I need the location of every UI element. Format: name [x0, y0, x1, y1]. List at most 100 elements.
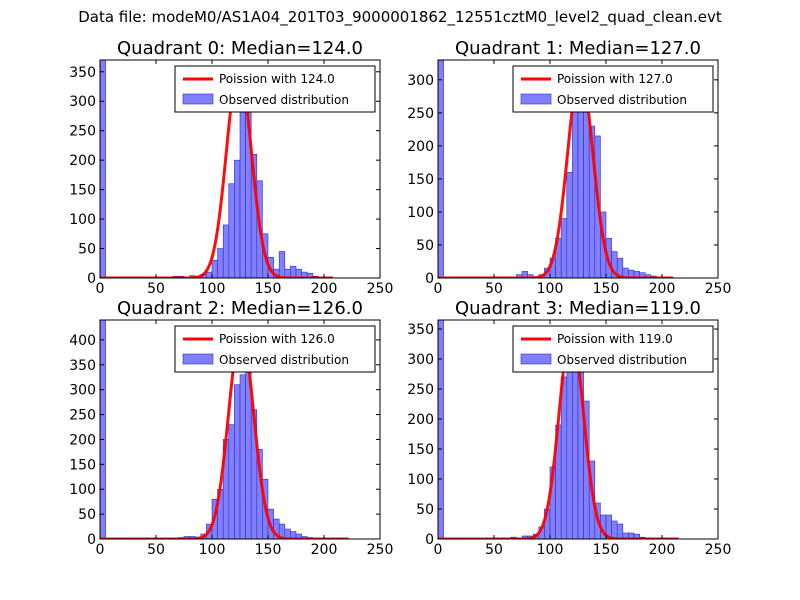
- histogram-bar: [572, 92, 579, 278]
- quadrant-2-title: Quadrant 2: Median=126.0: [117, 298, 363, 319]
- y-tick-label: 50: [78, 242, 96, 258]
- histogram-bar: [239, 374, 246, 539]
- x-tick-label: 200: [649, 281, 676, 297]
- y-tick-label: 0: [425, 532, 434, 548]
- x-tick-label: 50: [147, 281, 165, 297]
- legend-curve-label: Poission with 127.0: [557, 72, 673, 86]
- quadrant-2-panel: 0 50 100 150 200 250 0 50 100 150 200 250 300 350 400 Q…: [69, 298, 393, 558]
- histogram-bar: [239, 106, 246, 278]
- legend-bars-label: Observed distribution: [557, 353, 687, 367]
- legend-curve-label: Poission with 126.0: [219, 332, 335, 346]
- histogram-bar: [438, 60, 444, 278]
- histogram-bar: [577, 86, 584, 278]
- legend-box: [174, 65, 376, 113]
- legend: Poission with 126.0 Observed distribution: [174, 325, 376, 373]
- x-tick-label: 250: [705, 542, 732, 558]
- y-tick-label: 300: [407, 73, 434, 89]
- histogram-bar: [290, 265, 297, 278]
- histogram-bar: [206, 271, 213, 278]
- x-tick-label: 100: [199, 542, 226, 558]
- y-tick-label: 400: [69, 333, 96, 349]
- quadrant-3-title: Quadrant 3: Median=119.0: [455, 298, 701, 319]
- histogram-bar: [633, 533, 640, 539]
- x-tick-label: 150: [593, 281, 620, 297]
- y-tick-label: 250: [69, 408, 96, 424]
- y-tick-label: 350: [407, 322, 434, 338]
- axes-frame: [99, 319, 381, 540]
- histogram-bar: [228, 183, 235, 278]
- x-tick-label: 0: [434, 542, 443, 558]
- y-tick-label: 350: [69, 358, 96, 374]
- legend-bars-label: Observed distribution: [557, 93, 687, 107]
- quadrant-3-data: [438, 320, 680, 539]
- y-tick-label: 100: [407, 205, 434, 221]
- x-tick-label: 100: [537, 542, 564, 558]
- x-tick-label: 0: [96, 281, 105, 297]
- x-tick-label: 200: [649, 542, 676, 558]
- y-tick-label: 50: [416, 238, 434, 254]
- legend-box: [512, 65, 714, 113]
- quadrant-1-panel: 0 50 100 150 200 250 0 50 100 150 200 250 300 Quadran…: [407, 38, 731, 297]
- y-tick-label: 0: [87, 532, 96, 548]
- histogram-bar: [278, 251, 286, 278]
- axes-frame: [437, 319, 719, 540]
- legend-bar-swatch: [182, 93, 214, 105]
- histogram-bar: [234, 159, 241, 278]
- x-tick-label: 150: [255, 281, 282, 297]
- x-tick-label: 200: [311, 542, 338, 558]
- y-tick-label: 150: [407, 442, 434, 458]
- x-tick-label: 50: [485, 542, 503, 558]
- y-tick-label: 50: [78, 507, 96, 523]
- legend-bar-swatch: [520, 93, 552, 105]
- quadrant-3-panel: 0 50 100 150 200 250 0 50 100 150 200 250 300 350 Quad…: [407, 298, 731, 558]
- y-tick-label: 300: [407, 352, 434, 368]
- x-tick-label: 200: [311, 281, 338, 297]
- quadrant-0-title: Quadrant 0: Median=124.0: [117, 38, 363, 59]
- quadrant-0-panel: 0 50 100 150 200 250 0 50 100 150 200 250 300 350 Quad…: [69, 38, 393, 297]
- figure-suptitle: Data file: modeM0/AS1A04_201T03_90000018…: [78, 8, 722, 26]
- legend: Poission with 119.0 Observed distribution: [512, 325, 714, 373]
- histogram-bar: [217, 248, 224, 278]
- legend-curve-label: Poission with 119.0: [557, 332, 673, 346]
- x-tick-label: 250: [367, 542, 394, 558]
- y-tick-label: 150: [69, 457, 96, 473]
- axes-frame: [437, 59, 719, 279]
- histogram-bar: [100, 320, 106, 539]
- quadrant-1-title: Quadrant 1: Median=127.0: [455, 38, 701, 59]
- x-tick-label: 250: [367, 281, 394, 297]
- poisson-curve: [438, 330, 680, 539]
- y-tick-label: 300: [69, 94, 96, 110]
- histogram-bar: [234, 384, 241, 539]
- y-tick-label: 350: [69, 65, 96, 81]
- legend: Poission with 127.0 Observed distribution: [512, 65, 714, 113]
- y-tick-label: 0: [87, 271, 96, 287]
- axes-frame: [99, 59, 381, 279]
- y-tick-label: 50: [416, 502, 434, 518]
- x-tick-label: 250: [705, 281, 732, 297]
- y-tick-label: 100: [407, 472, 434, 488]
- y-tick-label: 200: [69, 153, 96, 169]
- y-tick-label: 200: [69, 432, 96, 448]
- x-tick-label: 0: [96, 542, 105, 558]
- histogram-bar: [222, 224, 230, 278]
- legend-bars-label: Observed distribution: [219, 353, 349, 367]
- histogram-bar: [438, 320, 444, 539]
- histogram-bar: [100, 60, 106, 278]
- histogram-bar: [560, 376, 568, 539]
- y-tick-label: 200: [407, 139, 434, 155]
- y-tick-label: 200: [407, 412, 434, 428]
- histogram-bar: [566, 172, 573, 278]
- y-tick-label: 0: [425, 271, 434, 287]
- legend-box: [174, 325, 376, 373]
- histogram-bar: [211, 260, 218, 278]
- x-tick-label: 50: [485, 281, 503, 297]
- y-tick-label: 250: [69, 124, 96, 140]
- histogram-bar: [306, 272, 314, 278]
- y-tick-label: 100: [69, 212, 96, 228]
- histogram-bar: [560, 218, 568, 278]
- legend-curve-label: Poission with 124.0: [219, 72, 335, 86]
- x-tick-label: 50: [147, 542, 165, 558]
- histogram-bar: [611, 520, 618, 539]
- y-tick-label: 150: [69, 183, 96, 199]
